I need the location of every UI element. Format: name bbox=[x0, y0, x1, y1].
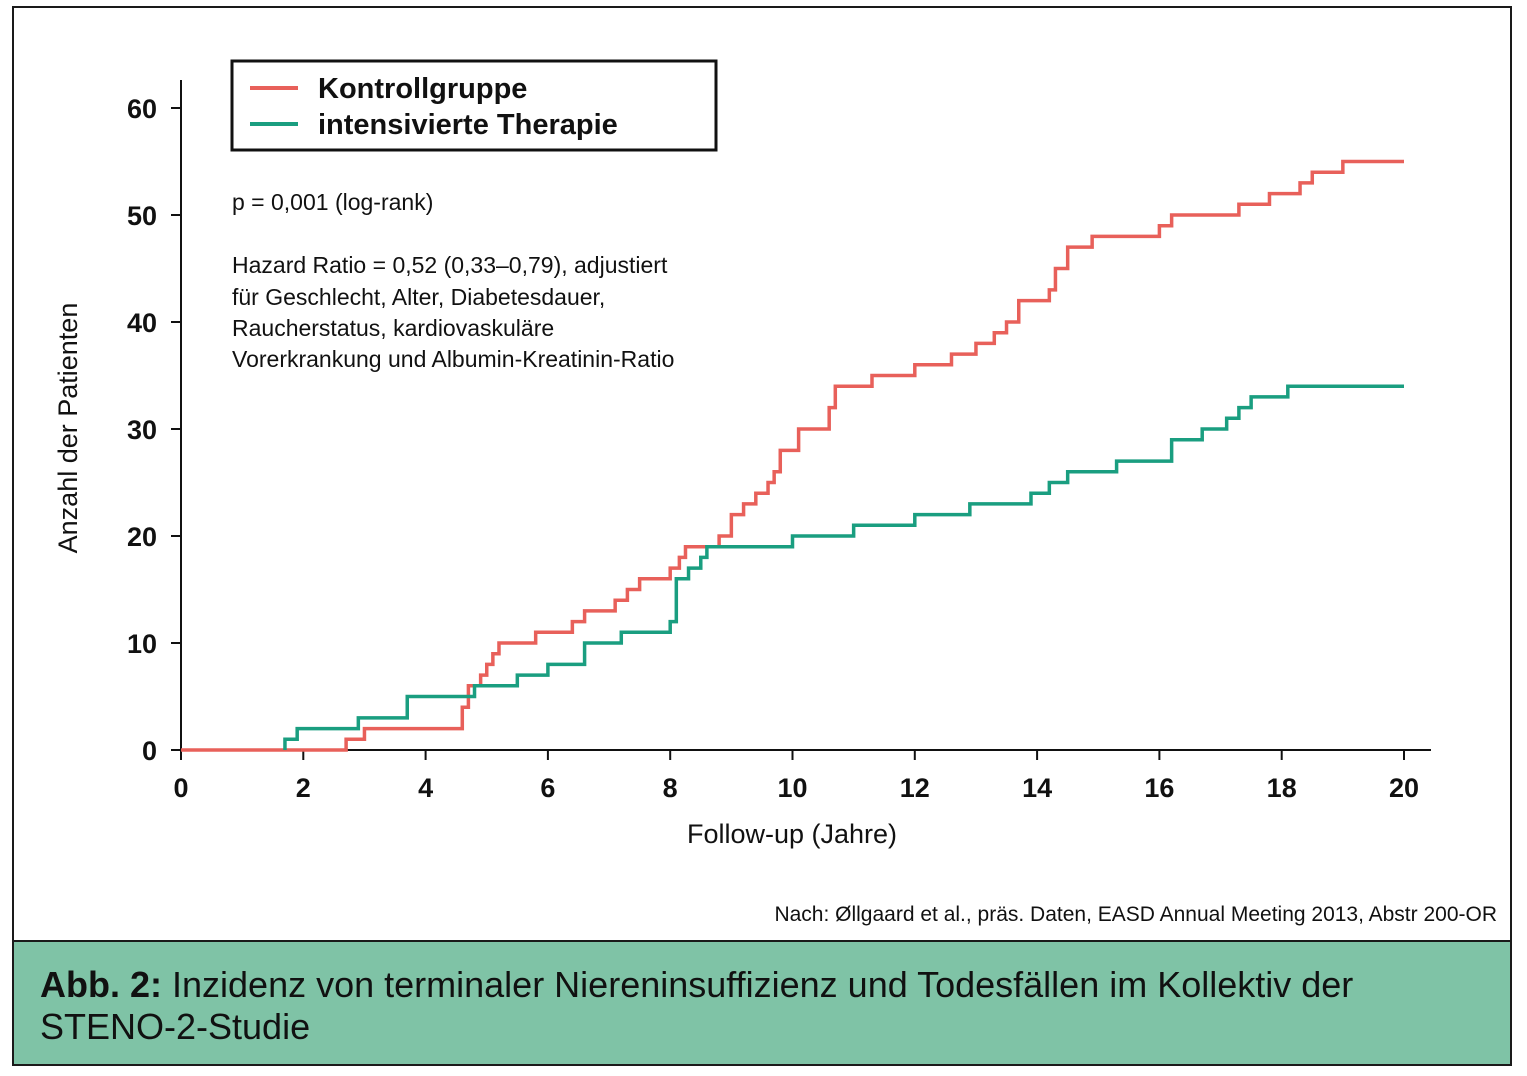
x-tick-label: 14 bbox=[1022, 773, 1052, 803]
x-tick-label: 8 bbox=[663, 773, 678, 803]
hazard-line-3: Raucherstatus, kardiovaskuläre bbox=[232, 315, 554, 341]
x-tick-label: 12 bbox=[900, 773, 930, 803]
x-tick-label: 10 bbox=[777, 773, 807, 803]
legend-label-intensivierte-therapie: intensivierte Therapie bbox=[318, 109, 618, 141]
figure-frame bbox=[12, 6, 1512, 1066]
series-line-intensivierte-therapie bbox=[283, 384, 1404, 750]
x-tick-label: 0 bbox=[173, 773, 188, 803]
hazard-line-2: für Geschlecht, Alter, Diabetesdauer, bbox=[232, 284, 605, 310]
series-layer bbox=[181, 159, 1404, 752]
hazard-line-4: Vorerkrankung und Albumin-Kreatinin-Rati… bbox=[232, 346, 674, 372]
y-tick-label: 0 bbox=[142, 736, 157, 766]
legend-box bbox=[230, 59, 718, 152]
y-tick-label: 20 bbox=[127, 522, 157, 552]
caption-label: Abb. 2: bbox=[40, 964, 162, 1005]
y-axis-title: Anzahl der Patienten bbox=[53, 303, 83, 554]
figure-caption: Abb. 2: Inzidenz von terminaler Nierenin… bbox=[12, 940, 1512, 1066]
x-axis-title: Follow-up (Jahre) bbox=[687, 819, 897, 849]
caption-text: Inzidenz von terminaler Niereninsuffizie… bbox=[40, 964, 1354, 1047]
y-tick-label: 50 bbox=[127, 201, 157, 231]
axes bbox=[180, 80, 1431, 751]
p-value-annotation: p = 0,001 (log-rank) bbox=[232, 189, 433, 215]
x-tick-label: 2 bbox=[296, 773, 311, 803]
x-tick-label: 18 bbox=[1267, 773, 1297, 803]
hazard-line-1: Hazard Ratio = 0,52 (0,33–0,79), adjusti… bbox=[232, 252, 668, 278]
x-tick-label: 6 bbox=[540, 773, 555, 803]
ticks: 0 2 4 6 8 10 12 14 16 18 20 0 10 20 30 40 50 60 bbox=[127, 94, 1419, 803]
y-tick-label: 10 bbox=[127, 629, 157, 659]
chart: 0 2 4 6 8 10 12 14 16 18 20 0 10 20 30 40 50 60 Follow-up… bbox=[53, 59, 1497, 926]
x-tick-label: 20 bbox=[1389, 773, 1419, 803]
y-tick-label: 40 bbox=[127, 308, 157, 338]
y-tick-label: 60 bbox=[127, 94, 157, 124]
y-tick-label: 30 bbox=[127, 415, 157, 445]
x-tick-label: 16 bbox=[1144, 773, 1174, 803]
source-note: Nach: Øllgaard et al., präs. Daten, EASD… bbox=[774, 903, 1497, 926]
x-tick-label: 4 bbox=[418, 773, 433, 803]
series-line-kontrollgruppe bbox=[181, 159, 1404, 752]
legend-label-kontrollgruppe: Kontrollgruppe bbox=[318, 73, 527, 105]
